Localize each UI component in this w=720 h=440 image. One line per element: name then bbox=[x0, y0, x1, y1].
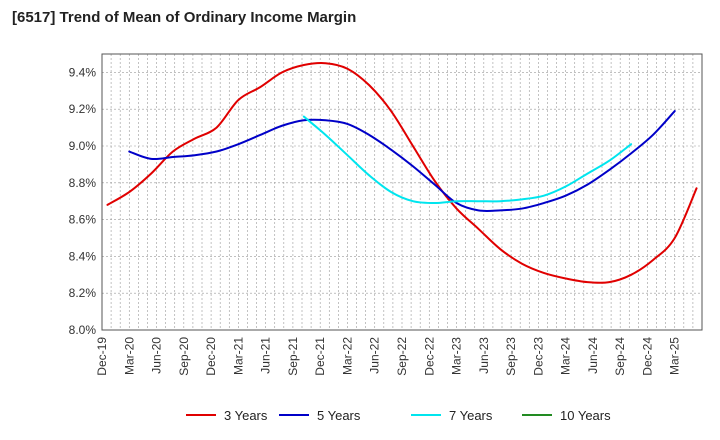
x-tick-label: Sep-22 bbox=[395, 337, 409, 376]
x-tick-label: Mar-20 bbox=[122, 337, 136, 375]
x-axis-ticks: Dec-19 Mar-20 Jun-20 Sep-20 Dec-20 Mar-21 Jun-… bbox=[95, 337, 682, 376]
x-tick-label: Sep-21 bbox=[286, 337, 300, 376]
series-line-5-years bbox=[128, 110, 676, 213]
plot-grid bbox=[101, 54, 703, 331]
y-tick-label: 8.2% bbox=[69, 286, 97, 300]
x-tick-label: Dec-23 bbox=[531, 337, 545, 376]
legend: 3 Years 5 Years 7 Years 10 Years bbox=[186, 408, 611, 423]
x-tick-label: Mar-22 bbox=[340, 337, 354, 375]
legend-label-10-years: 10 Years bbox=[560, 408, 611, 423]
y-tick-label: 9.2% bbox=[69, 102, 97, 116]
y-tick-label: 8.4% bbox=[69, 249, 97, 263]
x-tick-label: Dec-20 bbox=[204, 337, 218, 376]
y-tick-label: 9.4% bbox=[69, 65, 97, 79]
legend-label-3-years: 3 Years bbox=[224, 408, 268, 423]
series-line-3-years bbox=[106, 62, 698, 284]
x-tick-label: Jun-22 bbox=[368, 337, 382, 374]
x-tick-label: Jun-23 bbox=[477, 337, 491, 374]
x-tick-label: Dec-22 bbox=[422, 337, 436, 376]
x-tick-label: Jun-24 bbox=[586, 337, 600, 374]
x-tick-label: Sep-24 bbox=[613, 337, 627, 376]
x-tick-label: Dec-24 bbox=[640, 337, 654, 376]
x-tick-label: Dec-21 bbox=[313, 337, 327, 376]
plot-frame bbox=[101, 53, 703, 331]
y-tick-label: 8.6% bbox=[69, 213, 97, 227]
y-tick-label: 9.0% bbox=[69, 139, 97, 153]
x-tick-label: Mar-25 bbox=[668, 337, 682, 375]
chart-title: [6517] Trend of Mean of Ordinary Income … bbox=[12, 9, 357, 26]
legend-label-5-years: 5 Years bbox=[317, 408, 361, 423]
y-tick-label: 8.8% bbox=[69, 176, 97, 190]
x-tick-label: Mar-23 bbox=[450, 337, 464, 375]
x-tick-label: Jun-21 bbox=[259, 337, 273, 374]
series-line-7-years bbox=[302, 115, 633, 205]
y-tick-label: 8.0% bbox=[69, 323, 97, 337]
x-tick-label: Mar-24 bbox=[559, 337, 573, 375]
x-tick-label: Sep-20 bbox=[177, 337, 191, 376]
x-tick-label: Dec-19 bbox=[95, 337, 109, 376]
x-tick-label: Sep-23 bbox=[504, 337, 518, 376]
plot-series bbox=[106, 62, 698, 284]
x-tick-label: Mar-21 bbox=[231, 337, 245, 375]
x-tick-label: Jun-20 bbox=[150, 337, 164, 374]
legend-label-7-years: 7 Years bbox=[449, 408, 493, 423]
y-axis-ticks: 8.0% 8.2% 8.4% 8.6% 8.8% 9.0% 9.2% 9.4% bbox=[69, 65, 97, 337]
